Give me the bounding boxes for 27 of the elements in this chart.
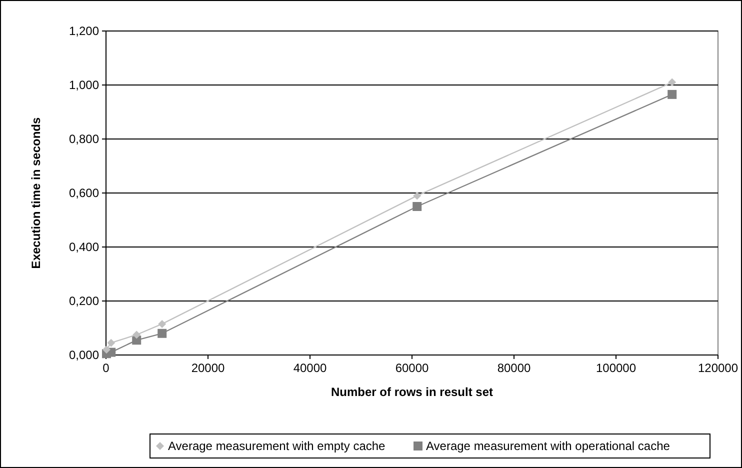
x-axis-title: Number of rows in result set (330, 385, 494, 399)
point (132, 330, 141, 339)
point (668, 90, 677, 99)
point (158, 320, 166, 328)
x-tick-label: 40000 (293, 361, 328, 375)
x-tick-label: 120000 (698, 361, 738, 375)
y-axis-title: Execution time in seconds (29, 116, 43, 269)
y-tick-label: 0,800 (68, 132, 100, 146)
y-tick-label: 0,600 (68, 186, 100, 200)
x-tick-label: 60000 (395, 361, 430, 375)
point (413, 192, 422, 200)
y-tick-label: 0,200 (68, 294, 100, 308)
y-tick-label: 1,200 (68, 24, 100, 38)
x-tick-label: 20000 (191, 361, 226, 375)
point (107, 338, 116, 347)
x-tick-label: 100000 (596, 361, 636, 375)
point (102, 346, 111, 354)
x-tick-label: 80000 (497, 361, 532, 375)
legend-label: Average measurement with empty cache (168, 439, 386, 454)
y-tick-label: 0,000 (68, 348, 100, 362)
point (412, 202, 422, 211)
x-tick-label: 0 (102, 361, 110, 375)
y-tick-label: 1,000 (68, 78, 100, 92)
point (158, 328, 167, 338)
y-tick-label: 0,400 (68, 240, 100, 254)
legend-label: Average measurement with operational cache (426, 439, 670, 454)
point (668, 78, 676, 86)
